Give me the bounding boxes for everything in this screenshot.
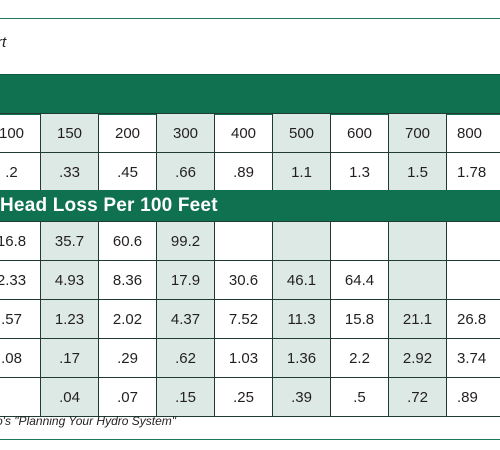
loss-cell [272, 221, 331, 261]
loss-row: 16.8 35.7 60.6 99.2 [0, 221, 500, 261]
loss-cell: 7.52 [214, 299, 273, 339]
loss-cell: .25 [214, 377, 273, 417]
source-note: o's "Planning Your Hydro System" [0, 414, 177, 428]
loss-cell: 1.23 [40, 299, 99, 339]
loss-cell: 64.4 [330, 260, 389, 300]
loss-cell: .62 [156, 338, 215, 378]
loss-cell: 21.1 [388, 299, 447, 339]
velocity-cell: .2 [0, 152, 41, 192]
velocity-cell: 1.78 [446, 152, 500, 192]
loss-cell: .04 [40, 377, 99, 417]
loss-cell [330, 221, 389, 261]
loss-cell: 1.03 [214, 338, 273, 378]
bottom-rule [0, 439, 500, 440]
loss-cell: 30.6 [214, 260, 273, 300]
loss-cell: 99.2 [156, 221, 215, 261]
velocity-cell: 1.5 [388, 152, 447, 192]
velocity-cell: 1.1 [272, 152, 331, 192]
loss-row: .04 .07 .15 .25 .39 .5 .72 .89 [0, 377, 500, 417]
loss-cell: .15 [156, 377, 215, 417]
loss-cell: 4.93 [40, 260, 99, 300]
loss-cell [0, 377, 41, 417]
loss-cell [388, 221, 447, 261]
head-loss-band: Head Loss Per 100 Feet [0, 190, 500, 222]
velocity-cell: .89 [214, 152, 273, 192]
loss-cell [446, 260, 500, 300]
loss-cell: .5 [330, 377, 389, 417]
loss-cell: 4.37 [156, 299, 215, 339]
loss-cell: .39 [272, 377, 331, 417]
flow-cell: 500 [272, 113, 331, 153]
flow-cell: 400 [214, 113, 273, 153]
loss-cell: 16.8 [0, 221, 41, 261]
head-loss-title: Head Loss Per 100 Feet [0, 195, 218, 216]
flow-velocity-table: 100 150 200 300 400 500 600 700 800 .2 .… [0, 113, 500, 192]
velocity-cell: .33 [40, 152, 99, 192]
loss-cell: .08 [0, 338, 41, 378]
velocity-row: .2 .33 .45 .66 .89 1.1 1.3 1.5 1.78 [0, 152, 500, 192]
loss-cell: 35.7 [40, 221, 99, 261]
flow-cell: 600 [330, 113, 389, 153]
loss-cell: 2.33 [0, 260, 41, 300]
loss-cell: 11.3 [272, 299, 331, 339]
chart-subtitle: rt [0, 34, 7, 51]
header-band-edge [0, 74, 500, 75]
loss-cell: 46.1 [272, 260, 331, 300]
flow-cell: 800 [446, 113, 500, 153]
velocity-cell: 1.3 [330, 152, 389, 192]
loss-cell: 2.2 [330, 338, 389, 378]
loss-cell [388, 260, 447, 300]
velocity-cell: .66 [156, 152, 215, 192]
flow-cell: 150 [40, 113, 99, 153]
header-band [0, 75, 500, 115]
velocity-cell: .45 [98, 152, 157, 192]
loss-cell: .89 [446, 377, 500, 417]
loss-row: 2.33 4.93 8.36 17.9 30.6 46.1 64.4 [0, 260, 500, 300]
flow-cell: 200 [98, 113, 157, 153]
loss-cell [214, 221, 273, 261]
flow-cell: 700 [388, 113, 447, 153]
flow-cell: 300 [156, 113, 215, 153]
loss-cell: 60.6 [98, 221, 157, 261]
flow-cell: 100 [0, 113, 41, 153]
head-loss-table: 16.8 35.7 60.6 99.2 2.33 4.93 8.36 17.9 … [0, 221, 500, 417]
loss-cell: 15.8 [330, 299, 389, 339]
loss-cell: 2.02 [98, 299, 157, 339]
loss-cell: 26.8 [446, 299, 500, 339]
loss-cell: .07 [98, 377, 157, 417]
loss-cell: 17.9 [156, 260, 215, 300]
loss-cell: .17 [40, 338, 99, 378]
top-rule [0, 18, 500, 19]
loss-cell [446, 221, 500, 261]
flow-row: 100 150 200 300 400 500 600 700 800 [0, 113, 500, 153]
loss-cell: .57 [0, 299, 41, 339]
loss-cell: 2.92 [388, 338, 447, 378]
loss-row: .57 1.23 2.02 4.37 7.52 11.3 15.8 21.1 2… [0, 299, 500, 339]
loss-cell: 3.74 [446, 338, 500, 378]
loss-cell: 1.36 [272, 338, 331, 378]
loss-cell: .72 [388, 377, 447, 417]
loss-cell: 8.36 [98, 260, 157, 300]
loss-cell: .29 [98, 338, 157, 378]
loss-row: .08 .17 .29 .62 1.03 1.36 2.2 2.92 3.74 [0, 338, 500, 378]
